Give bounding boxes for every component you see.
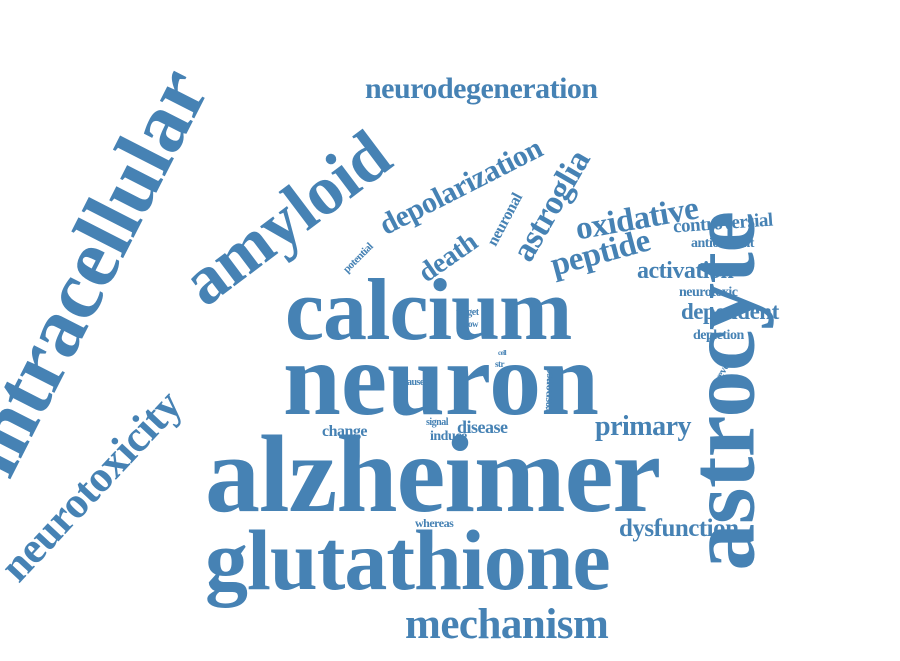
word-glutathione: glutathione [205,512,611,608]
word-target: target [456,307,479,318]
word-neuron: neuron [283,322,599,437]
word-activation: activation [637,258,734,284]
word-cause: cause [403,377,424,388]
word-depletion: depletion [693,328,744,343]
word-str: str [495,359,505,369]
word-calcium: calcium [285,262,572,359]
word-signal: signal [426,417,449,428]
word-cell: cell [498,349,507,357]
word-slow: slow [463,319,479,329]
word-dysfunction: dysfunction [619,515,739,542]
word-disease: disease [457,417,508,437]
word-primary: primary [595,411,692,442]
word-neurodegeneration: neurodegeneration [365,72,598,105]
word-antioxidant: antioxidant [691,236,754,251]
word-whereas: whereas [415,516,454,530]
word-response: response [539,368,557,413]
word-change: change [322,423,368,440]
word-mechanism: mechanism [405,601,609,648]
word-induce: induce [430,429,467,444]
word-dependent: dependent [681,299,779,324]
word-neurotoxic: neurotoxic [679,285,738,300]
word-alzheimer: alzheimer [205,413,661,535]
